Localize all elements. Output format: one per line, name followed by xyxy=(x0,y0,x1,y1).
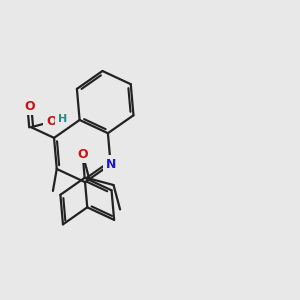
Text: N: N xyxy=(105,158,116,171)
Text: H: H xyxy=(58,114,67,124)
Text: O: O xyxy=(24,100,35,113)
Text: O: O xyxy=(77,148,88,160)
Text: O: O xyxy=(46,115,57,128)
